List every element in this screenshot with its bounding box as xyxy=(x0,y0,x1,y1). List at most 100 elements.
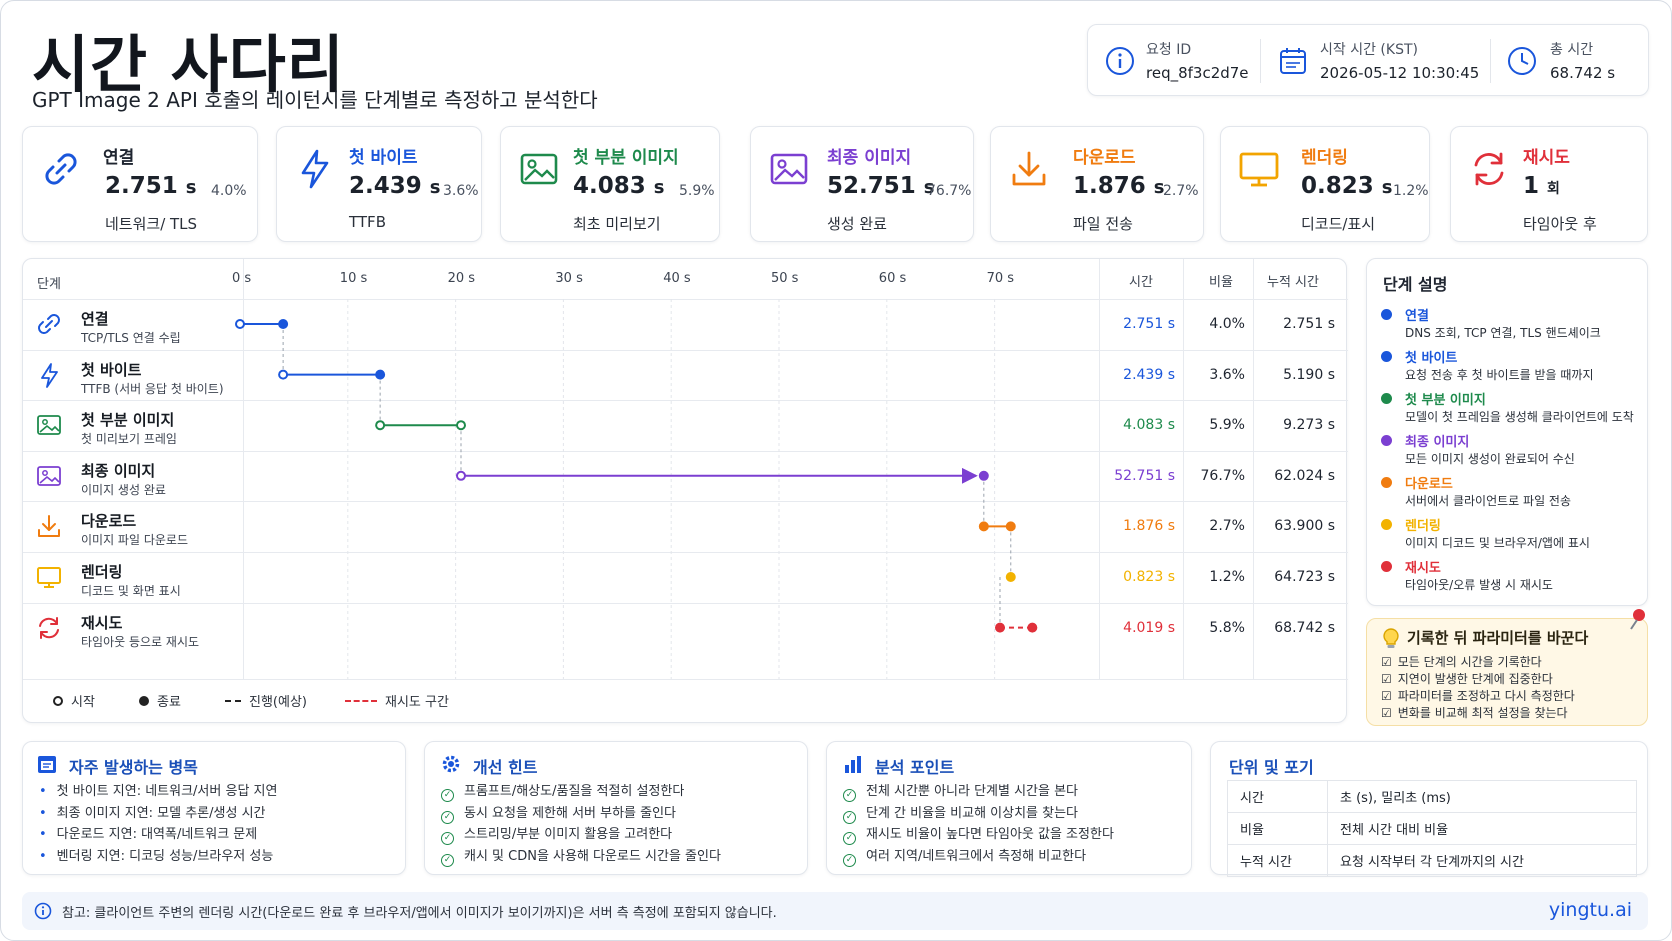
list-item: ✓ 캐시 및 CDN을 사용해 다운로드 시간을 줄인다 xyxy=(441,845,721,867)
metric-subtitle: 타임아웃 후 xyxy=(1523,215,1597,233)
axis-tick-label: 20 s xyxy=(447,271,476,286)
cumulative-column-header: 누적 시간 xyxy=(1267,275,1319,290)
metric-title: 첫 바이트 xyxy=(349,148,418,168)
unit-key: 누적 시간 xyxy=(1227,844,1328,877)
clock-icon xyxy=(1508,46,1536,75)
stage-ratio: 76.7% xyxy=(1200,467,1245,484)
link-icon xyxy=(45,153,77,185)
description-name: 연결 xyxy=(1405,309,1429,324)
note-text: 파라미터를 조정하고 다시 측정한다 xyxy=(1397,689,1575,703)
metric-percent: 76.7% xyxy=(927,183,972,199)
request-id-item: 요청 ID req_8f3c2d7e xyxy=(1104,39,1249,82)
table-row: 비율 전체 시간 대비 비율 xyxy=(1227,812,1637,845)
stage-time: 52.751 s xyxy=(1114,467,1175,484)
segment-start-point xyxy=(994,622,1005,633)
segment-start-point xyxy=(278,369,289,380)
metric-unit: s xyxy=(185,177,197,198)
segment-start-point xyxy=(455,470,466,481)
stage-name: 첫 부분 이미지 xyxy=(81,411,175,430)
metric-card-connect: 연결 2.751 s 4.0% 네트워크/ TLS xyxy=(22,126,258,242)
description-name: 첫 바이트 xyxy=(1405,351,1458,366)
list-item: • 벤더링 지연: 디코딩 성능/브라우저 성능 xyxy=(39,845,273,864)
list-item: ✓ 단계 간 비율을 비교해 이상치를 찾는다 xyxy=(843,802,1078,824)
check-circle-icon: ✓ xyxy=(843,853,856,867)
metric-card-final-image: 최종 이미지 52.751 s 76.7% 생성 완료 xyxy=(750,126,974,242)
table-row: 시간 초 (s), 밀리초 (ms) xyxy=(1227,780,1637,813)
check-circle-icon: ✓ xyxy=(843,810,856,824)
stage-description: TTFB (서버 응답 첫 바이트) xyxy=(81,381,224,396)
legend-end: 종료 xyxy=(139,691,181,710)
segment-end-point xyxy=(1005,521,1016,532)
list-item: ☑ 변화를 비교해 최적 설정을 찾는다 xyxy=(1381,704,1568,721)
description-text: DNS 조회, TCP 연결, TLS 핸드셰이크 xyxy=(1405,326,1601,340)
metric-subtitle: 파일 전송 xyxy=(1073,215,1133,233)
list-item: ✓ 동시 요청을 제한해 서버 부하를 줄인다 xyxy=(441,802,676,824)
metric-subtitle: 디코드/표시 xyxy=(1301,215,1376,233)
metric-unit: s xyxy=(923,177,935,198)
page-title: 시간 사다리 xyxy=(32,28,345,101)
status-dot xyxy=(1381,393,1392,404)
description-name: 최종 이미지 xyxy=(1405,435,1470,450)
stage-ratio: 4.0% xyxy=(1209,316,1245,332)
list-text: 최종 이미지 지연: 모델 추론/생성 시간 xyxy=(56,805,266,821)
list-text: 단계 간 비율을 비교해 이상치를 찾는다 xyxy=(866,805,1079,821)
metric-subtitle: 네트워크/ TLS xyxy=(105,215,198,233)
metric-title: 첫 부분 이미지 xyxy=(573,148,679,168)
dash-line-icon xyxy=(225,699,241,702)
stage-description: 첫 미리보기 프레임 xyxy=(81,432,177,447)
description-text: 타임아웃/오류 발생 시 재시도 xyxy=(1405,578,1553,592)
red-dash-line-icon xyxy=(345,699,377,702)
unit-value: 초 (s), 밀리초 (ms) xyxy=(1327,780,1637,813)
analysis-title: 분석 포인트 xyxy=(875,758,955,777)
start-time-value: 2026-05-12 10:30:45 xyxy=(1320,64,1480,82)
list-text: 동시 요청을 제한해 서버 부하를 줄인다 xyxy=(464,805,677,821)
segment-end-point xyxy=(978,470,989,481)
legend-progress-label: 진행(예상) xyxy=(249,695,307,710)
start-time-item: 시작 시간 (KST) 2026-05-12 10:30:45 xyxy=(1278,39,1479,82)
units-table: 시간 초 (s), 밀리초 (ms) 비율 전체 시간 대비 비율 누적 시간 요청 … xyxy=(1227,780,1637,877)
description-name: 첫 부분 이미지 xyxy=(1405,393,1486,408)
download-icon xyxy=(1012,151,1046,186)
stage-description: 디코드 및 화면 표시 xyxy=(81,584,181,598)
list-item: ✓ 전체 시간뿐 아니라 단계별 시간을 본다 xyxy=(843,780,1078,802)
bullet-icon: • xyxy=(39,805,47,821)
status-dot xyxy=(1381,519,1392,530)
description-text: 모든 이미지 생성이 완료되어 수신 xyxy=(1405,452,1575,466)
description-text: 서버에서 클라이언트로 파일 전송 xyxy=(1405,494,1572,508)
metric-value: 2.439 xyxy=(349,173,422,199)
metric-unit: s xyxy=(429,177,441,198)
stage-name: 첫 바이트 xyxy=(81,360,142,379)
metric-subtitle: 생성 완료 xyxy=(827,215,887,233)
list-item: ✓ 여러 지역/네트워크에서 측정해 비교한다 xyxy=(843,845,1086,867)
footer-note-bar: 참고: 클라이언트 주변의 렌더링 시간(다운로드 완료 후 브라우저/앱에서 … xyxy=(22,892,1648,930)
stage-time: 2.439 s xyxy=(1123,366,1175,383)
hints-title: 개선 힌트 xyxy=(473,758,538,777)
link-icon xyxy=(38,314,60,334)
download-icon xyxy=(38,515,60,538)
list-text: 전체 시간뿐 아니라 단계별 시간을 본다 xyxy=(866,784,1079,799)
metric-card-retry: 재시도 1 회 타임아웃 후 xyxy=(1450,126,1648,242)
segment-start-point xyxy=(978,521,989,532)
segment-start-point xyxy=(375,420,386,431)
legend-retry-label: 재시도 구간 xyxy=(385,695,449,710)
segment-end-point xyxy=(278,319,289,329)
list-item: ☑ 모든 단계의 시간을 기록한다 xyxy=(1381,653,1542,670)
footer-note: 참고: 클라이언트 주변의 렌더링 시간(다운로드 완료 후 브라우저/앱에서 … xyxy=(62,906,777,921)
stage-cumulative: 9.273 s xyxy=(1283,417,1335,434)
metric-title: 재시도 xyxy=(1523,148,1570,168)
metric-value: 1.876 xyxy=(1073,173,1146,199)
check-circle-icon: ✓ xyxy=(441,832,454,845)
bottlenecks-card: 자주 발생하는 병목 • 첫 바이트 지연: 네트워크/서버 응답 지연 • 최종 이… xyxy=(22,741,406,875)
status-dot xyxy=(1381,309,1392,320)
units-card: 단위 및 포기 시간 초 (s), 밀리초 (ms) 비율 전체 시간 대비 비율 … xyxy=(1210,741,1648,877)
start-time-label: 시작 시간 (KST) xyxy=(1320,42,1418,58)
segment-end-point xyxy=(375,369,386,380)
stage-ratio: 2.7% xyxy=(1209,518,1245,535)
brand-link[interactable]: yingtu.ai xyxy=(1548,899,1632,921)
list-text: 스트리밍/부분 이미지 활용을 고려한다 xyxy=(464,827,673,842)
axis-tick-label: 50 s xyxy=(771,271,799,286)
metric-unit: s xyxy=(1381,177,1393,198)
stage-name: 최종 이미지 xyxy=(81,461,156,480)
metric-card-rendering: 렌더링 0.823 s 1.2% 디코드/표시 xyxy=(1220,126,1430,242)
list-item: • 다운로드 지연: 대역폭/네트워크 문제 xyxy=(39,823,257,842)
